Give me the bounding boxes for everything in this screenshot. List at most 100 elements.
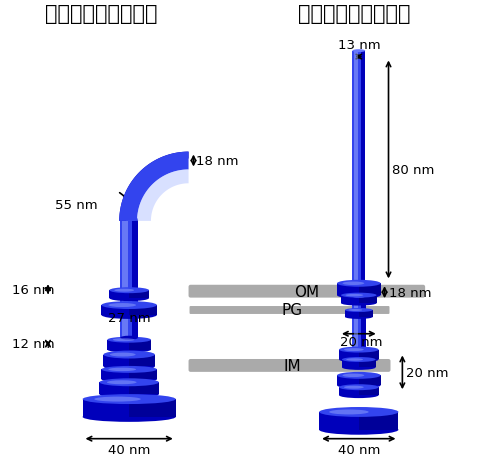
Polygon shape (129, 340, 151, 350)
Ellipse shape (103, 351, 154, 359)
Ellipse shape (101, 311, 156, 319)
Text: 20 nm: 20 nm (406, 366, 448, 379)
Text: 16 nm: 16 nm (12, 283, 55, 296)
Ellipse shape (341, 357, 375, 362)
Polygon shape (358, 412, 397, 430)
Ellipse shape (318, 407, 397, 417)
Ellipse shape (107, 347, 151, 353)
Text: 18 nm: 18 nm (388, 286, 430, 299)
Polygon shape (129, 382, 159, 394)
Ellipse shape (338, 357, 378, 363)
Text: IM: IM (283, 358, 301, 373)
Ellipse shape (343, 348, 363, 351)
Ellipse shape (336, 280, 380, 287)
Polygon shape (119, 152, 188, 221)
Ellipse shape (113, 338, 135, 341)
Polygon shape (353, 297, 357, 353)
FancyBboxPatch shape (189, 306, 389, 314)
Polygon shape (336, 375, 380, 386)
Polygon shape (351, 297, 361, 353)
Ellipse shape (82, 394, 175, 404)
Text: PG: PG (281, 303, 302, 318)
Ellipse shape (338, 384, 378, 390)
Polygon shape (358, 284, 380, 296)
Polygon shape (129, 355, 154, 367)
Text: 病原性因子分泌装置: 病原性因子分泌装置 (297, 4, 409, 24)
Polygon shape (341, 360, 375, 368)
Polygon shape (358, 350, 378, 360)
Text: 12 nm: 12 nm (12, 337, 55, 350)
Polygon shape (129, 291, 149, 298)
Text: 20 nm: 20 nm (339, 336, 382, 348)
Ellipse shape (101, 302, 156, 309)
Polygon shape (361, 297, 365, 353)
Ellipse shape (114, 289, 134, 292)
Polygon shape (358, 375, 380, 386)
Polygon shape (103, 355, 154, 367)
Ellipse shape (120, 218, 138, 221)
Ellipse shape (342, 282, 363, 285)
Ellipse shape (351, 295, 365, 298)
Ellipse shape (101, 366, 156, 373)
Text: 27 nm: 27 nm (107, 312, 150, 325)
Ellipse shape (329, 409, 368, 414)
Text: OM: OM (293, 284, 318, 299)
Ellipse shape (101, 376, 156, 383)
Ellipse shape (336, 382, 380, 389)
Text: 40 nm: 40 nm (108, 443, 150, 456)
Polygon shape (318, 412, 397, 430)
Text: べん毛フック基部体: べん毛フック基部体 (45, 4, 157, 24)
Ellipse shape (341, 365, 375, 370)
Polygon shape (344, 310, 372, 317)
FancyBboxPatch shape (188, 285, 424, 298)
Ellipse shape (103, 363, 154, 370)
Ellipse shape (344, 315, 372, 319)
Text: 13 nm: 13 nm (337, 39, 379, 52)
Ellipse shape (338, 392, 378, 398)
Ellipse shape (340, 293, 376, 298)
Ellipse shape (110, 353, 136, 357)
Polygon shape (340, 296, 376, 303)
Ellipse shape (94, 397, 140, 402)
Polygon shape (99, 382, 159, 394)
FancyBboxPatch shape (188, 359, 390, 372)
Polygon shape (338, 350, 378, 360)
Ellipse shape (99, 379, 159, 386)
Ellipse shape (348, 309, 362, 311)
Ellipse shape (344, 308, 372, 312)
Text: 40 nm: 40 nm (337, 443, 379, 456)
Ellipse shape (107, 337, 151, 343)
Ellipse shape (336, 292, 380, 299)
Polygon shape (107, 340, 151, 350)
Polygon shape (132, 219, 138, 338)
Polygon shape (129, 399, 175, 417)
Polygon shape (358, 310, 372, 317)
Polygon shape (338, 387, 378, 395)
Polygon shape (82, 399, 175, 417)
Ellipse shape (351, 351, 365, 354)
Polygon shape (360, 51, 364, 293)
Ellipse shape (109, 288, 149, 293)
Polygon shape (336, 284, 380, 296)
Polygon shape (358, 360, 375, 368)
Ellipse shape (318, 425, 397, 435)
Polygon shape (358, 296, 376, 303)
Ellipse shape (108, 368, 136, 371)
Ellipse shape (345, 294, 363, 297)
Polygon shape (101, 369, 156, 380)
Ellipse shape (352, 292, 364, 295)
Ellipse shape (343, 386, 363, 389)
Polygon shape (119, 152, 188, 221)
Ellipse shape (120, 336, 138, 340)
Polygon shape (122, 219, 128, 338)
Polygon shape (353, 51, 357, 293)
Polygon shape (137, 170, 188, 221)
Polygon shape (120, 219, 132, 338)
Ellipse shape (352, 50, 364, 53)
Polygon shape (109, 291, 149, 298)
Polygon shape (101, 305, 156, 315)
Ellipse shape (99, 390, 159, 398)
Polygon shape (352, 51, 360, 293)
Ellipse shape (82, 412, 175, 422)
Ellipse shape (106, 381, 136, 384)
